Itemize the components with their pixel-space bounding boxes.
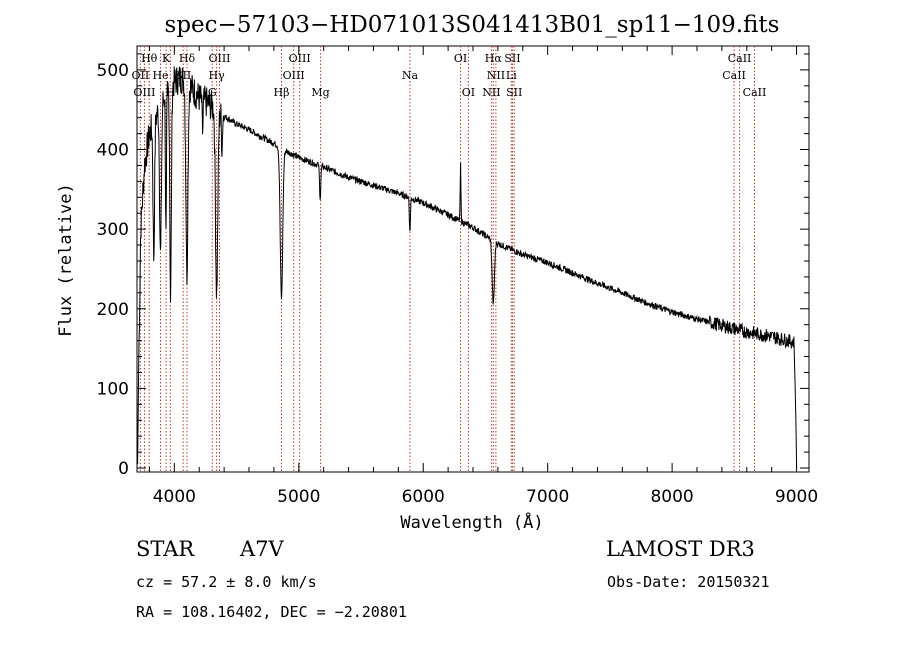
x-tick-label: 8000 [650, 487, 693, 507]
spectral-line-label: CaII [728, 52, 752, 65]
spectral-line-label: OII [132, 69, 150, 82]
sky-coordinates: RA = 108.16402, DEC = −2.20801 [136, 603, 407, 621]
y-tick-label: 100 [97, 379, 129, 399]
chart-title: spec−57103−HD071013S041413B01_sp11−109.f… [165, 12, 780, 38]
spectral-line-label: NII [482, 86, 500, 99]
spectral-line-label: Hθ [141, 52, 158, 65]
spectral-line-label: OIII [133, 86, 155, 99]
spectral-line-label: OIII [289, 52, 311, 65]
spectral-line-label: K [162, 52, 171, 65]
spectral-line-label: OIII [208, 52, 230, 65]
spectral-line-label: Na [402, 69, 419, 82]
redshift-value: cz = 57.2 ± 8.0 km/s [136, 573, 317, 591]
spectrum-line [137, 66, 798, 469]
y-tick-label: 0 [118, 459, 129, 479]
spectral-line-label: OIII [283, 69, 305, 82]
y-tick-label: 500 [97, 61, 129, 81]
x-axis-label: Wavelength (Å) [400, 511, 543, 533]
y-tick-labels: 0 100 200 300 400 500 [97, 61, 129, 479]
spectral-line-label: NII [487, 69, 505, 82]
x-tick-labels: 4000 5000 6000 7000 8000 9000 [153, 487, 818, 507]
axis-ticks [137, 46, 809, 472]
spectral-line-label: H [166, 86, 176, 99]
y-tick-label: 300 [97, 220, 129, 240]
survey-name: LAMOST DR3 [606, 537, 755, 561]
spectral-line-label: Hα [485, 52, 503, 65]
spectral-line-label: OI [462, 86, 475, 99]
y-axis-label: Flux (relative) [56, 183, 76, 337]
spectral-class: A7V [240, 537, 284, 561]
spectral-line-label: Hβ [274, 86, 290, 99]
spectral-line-label: Li [506, 69, 517, 82]
y-tick-label: 200 [97, 300, 129, 320]
spectral-line-label: SII [504, 52, 520, 65]
x-tick-label: 5000 [277, 487, 320, 507]
x-tick-label: 4000 [153, 487, 196, 507]
spectral-line-label: SII [506, 86, 522, 99]
x-tick-label: 7000 [526, 487, 569, 507]
object-type: STAR [136, 537, 195, 561]
plot-frame [136, 45, 810, 473]
spectral-line-label: CaII [743, 86, 767, 99]
x-tick-label: 6000 [402, 487, 445, 507]
spectral-line-label: Hγ [209, 69, 226, 82]
observation-date: Obs-Date: 20150321 [607, 573, 770, 591]
spectral-line-label: G [208, 86, 217, 99]
spectrum-chart: spec−57103−HD071013S041413B01_sp11−109.f… [56, 12, 818, 533]
spectral-line-label: OI [454, 52, 467, 65]
spectral-line-markers [139, 46, 755, 472]
spectral-line-label: Mg [311, 86, 329, 99]
spectral-line-label: He [152, 69, 168, 82]
y-tick-label: 400 [97, 141, 129, 161]
spectral-line-label: CaII [722, 69, 746, 82]
x-tick-label: 9000 [775, 487, 818, 507]
spectral-line-label: Hδ [179, 52, 196, 65]
